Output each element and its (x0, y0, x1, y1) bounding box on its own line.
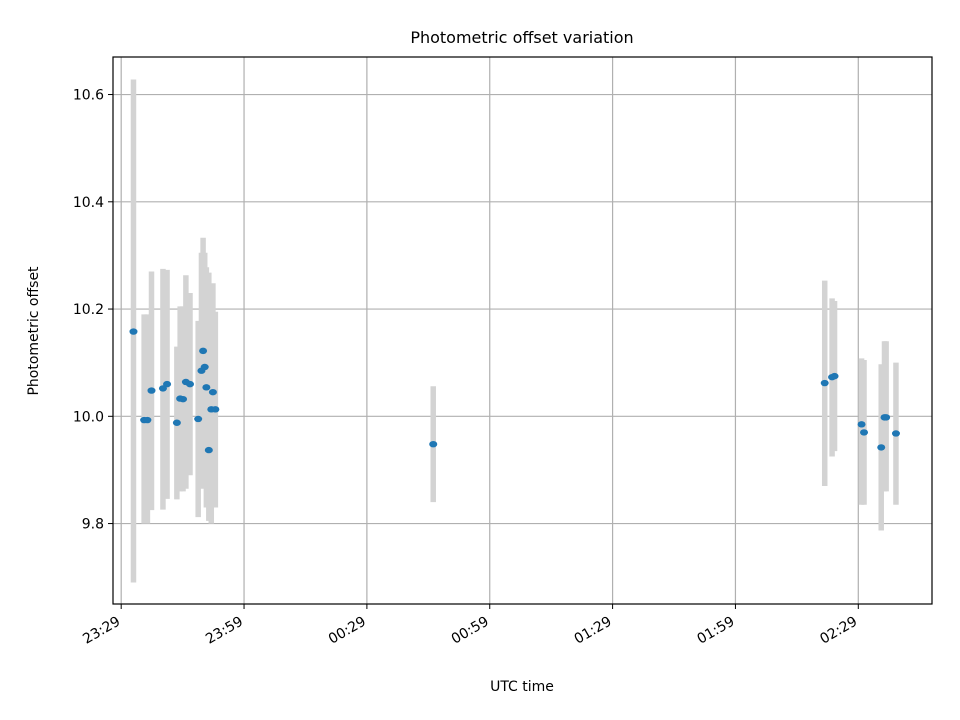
y-axis-ticks: 9.8 10.0 10.2 10.4 10.6 (73, 88, 113, 533)
plot-area (113, 57, 932, 604)
data-point (877, 444, 886, 451)
data-point (860, 429, 869, 436)
data-point (211, 406, 220, 413)
data-point (429, 440, 438, 448)
data-point (830, 372, 839, 380)
y-tick-label: 9.8 (82, 517, 104, 533)
y-tick-label: 10.6 (73, 88, 104, 104)
data-point (820, 379, 829, 387)
data-point (194, 415, 203, 423)
y-tick-label: 10.2 (73, 302, 104, 318)
data-point (199, 347, 208, 355)
data-points (129, 328, 900, 454)
data-point (891, 430, 900, 437)
plot-frame (112, 56, 933, 605)
data-point (204, 446, 213, 454)
data-point (185, 380, 194, 388)
grid (113, 57, 932, 604)
data-point (882, 414, 891, 421)
data-point (857, 421, 866, 428)
data-point (129, 328, 138, 335)
data-point (172, 419, 181, 426)
chart-title: Photometric offset variation (410, 28, 633, 47)
data-point (163, 380, 172, 388)
y-tick-label: 10.4 (73, 195, 104, 211)
data-point (179, 395, 188, 403)
data-point (208, 388, 217, 396)
y-axis-label: Photometric offset (26, 266, 42, 396)
data-point (143, 416, 152, 424)
data-point (147, 387, 156, 394)
data-point (200, 363, 209, 371)
y-tick-label: 10.0 (73, 409, 104, 425)
data-point (202, 384, 211, 391)
x-axis-label: UTC time (490, 679, 554, 695)
